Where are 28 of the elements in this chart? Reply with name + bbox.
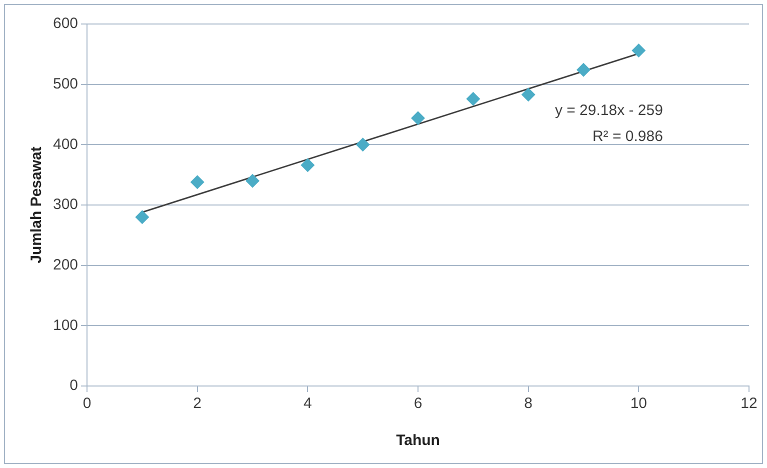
point <box>411 111 426 126</box>
x-tick-label: 8 <box>524 395 533 412</box>
y-tick-label: 500 <box>52 75 78 92</box>
annotation: R² = 0.986 <box>592 128 663 146</box>
y-tick-label: 100 <box>52 316 78 334</box>
x-tick-label: 4 <box>304 395 312 412</box>
y-axis-title: Jumlah Pesawat <box>28 146 46 264</box>
x-axis-title: Tahun <box>396 432 440 450</box>
y-tick-label: 200 <box>52 256 78 274</box>
x-tick-label: 12 <box>740 395 758 412</box>
x-tick-label: 2 <box>193 395 202 412</box>
point <box>246 174 260 188</box>
y-tick-label: 0 <box>70 377 78 394</box>
point <box>190 175 204 190</box>
point <box>300 158 315 172</box>
x-tick-label: 6 <box>414 395 422 412</box>
point <box>576 62 591 77</box>
point <box>521 88 536 102</box>
point <box>466 92 480 106</box>
point <box>632 44 646 58</box>
y-tick-label: 600 <box>52 15 78 32</box>
x-tick-label: 0 <box>82 395 92 412</box>
annotation: y = 29.18x - 259 <box>554 102 663 120</box>
point <box>135 210 150 224</box>
point <box>356 138 370 152</box>
y-tick-label: 400 <box>52 136 78 153</box>
x-tick-label: 10 <box>630 395 648 412</box>
y-tick-label: 300 <box>52 196 78 214</box>
